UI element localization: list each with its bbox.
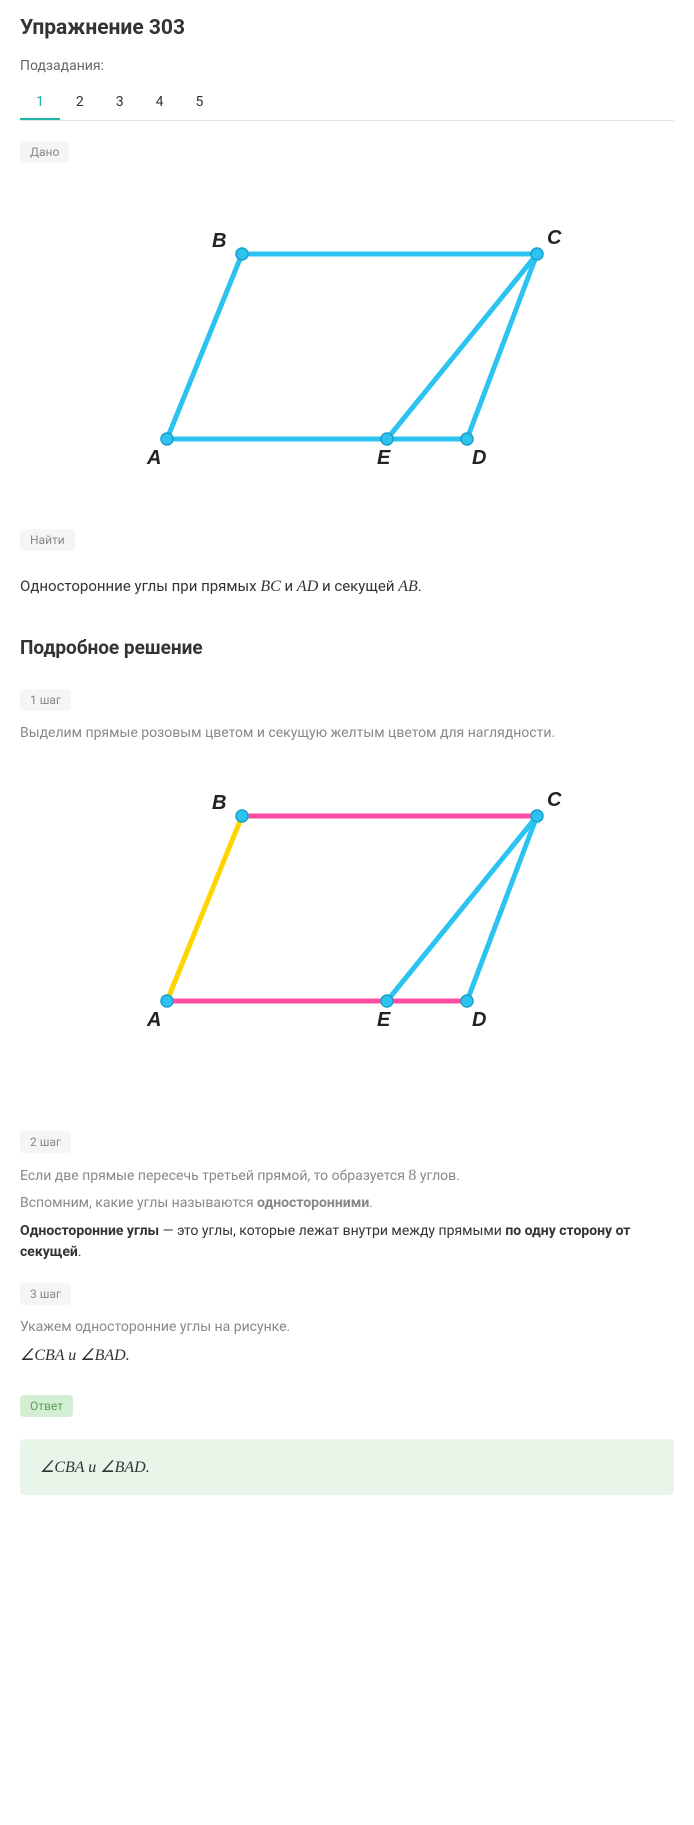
step-3-angles: ∠CBA и ∠BAD. — [20, 1345, 674, 1365]
step-2-badge: 2 шаг — [20, 1131, 71, 1153]
figure-2: A B C D E — [97, 771, 597, 1051]
figure-1: A B C D E — [97, 209, 597, 489]
svg-text:E: E — [377, 1009, 391, 1031]
step2-line2-pre: Вспомним, какие углы называются — [20, 1195, 257, 1211]
figure-2-container: A B C D E — [20, 771, 674, 1051]
page-title: Упражнение 303 — [20, 16, 674, 40]
tab-4[interactable]: 4 — [140, 86, 180, 120]
step-2-line1: Если две прямые пересечь третьей прямой,… — [20, 1167, 674, 1185]
find-mid2: и секущей — [318, 577, 398, 595]
step2-line2-post: . — [369, 1195, 373, 1211]
svg-text:E: E — [377, 447, 391, 469]
step-3-badge: 3 шаг — [20, 1283, 71, 1305]
svg-text:C: C — [547, 227, 562, 249]
tab-5[interactable]: 5 — [180, 86, 220, 120]
find-mid1: и — [281, 577, 297, 595]
tab-1[interactable]: 1 — [20, 86, 60, 120]
svg-text:A: A — [146, 447, 161, 469]
step-2-line3: Односторонние углы — это углы, которые л… — [20, 1221, 674, 1263]
given-badge: Дано — [20, 141, 69, 163]
svg-text:B: B — [212, 792, 226, 814]
figure-1-container: A B C D E — [20, 209, 674, 489]
step2-line3-post: . — [78, 1244, 82, 1260]
svg-text:B: B — [212, 230, 226, 252]
svg-text:A: A — [146, 1009, 161, 1031]
answer-box: ∠CBA и ∠BAD. — [20, 1439, 674, 1495]
answer-badge: Ответ — [20, 1395, 73, 1417]
step2-line1-post: углов. — [416, 1168, 459, 1184]
find-var-bc: BC — [260, 578, 280, 595]
tab-3[interactable]: 3 — [100, 86, 140, 120]
tabs-row: 1 2 3 4 5 — [20, 86, 674, 121]
find-badge: Найти — [20, 529, 75, 551]
step-2-line2: Вспомним, какие углы называются одностор… — [20, 1195, 674, 1211]
step-1-text: Выделим прямые розовым цветом и секущую … — [20, 725, 674, 741]
tab-2[interactable]: 2 — [60, 86, 100, 120]
step-1-badge: 1 шаг — [20, 689, 71, 711]
step2-line1-pre: Если две прямые пересечь третьей прямой,… — [20, 1168, 408, 1184]
svg-text:D: D — [472, 1009, 486, 1031]
find-post: . — [418, 577, 422, 595]
find-pre: Односторонние углы при прямых — [20, 577, 260, 595]
step2-line3-bold1: Односторонние углы — [20, 1223, 159, 1239]
solution-title: Подробное решение — [20, 636, 674, 659]
find-text: Односторонние углы при прямых BC и AD и … — [20, 577, 674, 596]
step2-line3-mid: — это углы, которые лежат внутри между п… — [159, 1223, 505, 1239]
step-3-text: Укажем односторонние углы на рисунке. — [20, 1319, 674, 1335]
svg-text:D: D — [472, 447, 486, 469]
find-var-ab: AB — [398, 578, 418, 595]
subtasks-label: Подзадания: — [20, 58, 674, 74]
find-var-ad: AD — [297, 578, 318, 595]
step2-line2-bold: односторонними — [257, 1195, 369, 1211]
svg-text:C: C — [547, 789, 562, 811]
